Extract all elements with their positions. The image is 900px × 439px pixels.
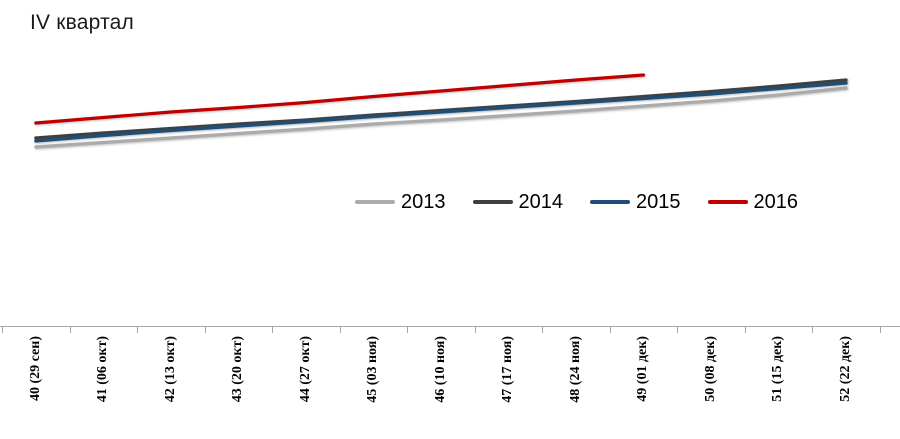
- legend-swatch-2015: [590, 200, 630, 204]
- series-line-2014: [34, 78, 848, 140]
- series-line-2013: [34, 86, 848, 149]
- x-axis-tick: [474, 326, 476, 333]
- legend-swatch-2013: [355, 200, 395, 204]
- x-axis-label-col: 46 (10 ноя): [407, 336, 475, 436]
- x-axis-label: 40 (29 сен): [27, 336, 43, 401]
- x-axis-tick: [812, 326, 814, 333]
- legend-label: 2016: [753, 190, 799, 213]
- x-axis-label-col: 43 (20 окт): [205, 336, 273, 436]
- x-axis-label-col: 47 (17 ноя): [475, 336, 543, 436]
- legend-item-2015[interactable]: 2015: [590, 191, 681, 214]
- line-chart-svg: [34, 73, 848, 149]
- x-axis-line: [0, 326, 900, 327]
- legend-item-2016[interactable]: 2016: [707, 190, 799, 214]
- x-axis-label: 51 (15 дек): [770, 336, 786, 402]
- x-axis-label: 52 (22 дек): [837, 336, 853, 402]
- legend-item-2014[interactable]: 2014: [472, 190, 564, 214]
- series-line-2015: [34, 81, 848, 143]
- x-axis-label-col: 50 (08 дек): [677, 336, 745, 436]
- x-axis-label-col: 40 (29 сен): [2, 336, 70, 436]
- legend-item-2013[interactable]: 2013: [355, 191, 446, 214]
- x-axis-label-col: 42 (13 окт): [137, 336, 205, 436]
- x-axis-label: 43 (20 окт): [230, 336, 246, 403]
- legend-swatch-2014: [472, 200, 513, 204]
- legend-label: 2015: [636, 190, 681, 213]
- x-axis-label-col: 45 (03 ноя): [340, 336, 408, 436]
- x-axis-label: 45 (03 ноя): [365, 336, 381, 403]
- x-axis-tick: [542, 326, 544, 333]
- legend-label: 2013: [401, 190, 446, 213]
- x-axis-tick: [609, 326, 611, 333]
- x-axis-label-col: 49 (01 дек): [610, 336, 678, 436]
- x-axis-tick: [677, 326, 679, 333]
- x-axis-tick: [69, 326, 71, 333]
- x-axis-label: 49 (01 дек): [635, 336, 651, 402]
- x-axis-label: 41 (06 окт): [95, 336, 111, 403]
- x-axis-label: 50 (08 дек): [702, 336, 718, 402]
- x-axis-tick: [2, 326, 3, 333]
- x-axis-label: 47 (17 ноя): [500, 336, 516, 403]
- x-axis-tick: [744, 326, 746, 333]
- chart-legend: 2013 2014 2015 2016: [355, 189, 798, 215]
- chart-title: IV квартал: [30, 11, 134, 34]
- x-axis-label-col: 52 (22 дек): [812, 336, 880, 436]
- x-axis-label: 44 (27 окт): [297, 336, 313, 403]
- legend-label: 2014: [518, 190, 564, 213]
- x-axis-label: 48 (24 ноя): [567, 336, 583, 403]
- x-axis-labels: 40 (29 сен) 41 (06 окт) 42 (13 окт) 43 (20 …: [2, 336, 882, 436]
- series-line-2016: [34, 73, 646, 125]
- x-axis-tick: [272, 326, 274, 333]
- x-axis-tick: [339, 326, 341, 333]
- x-axis-label-col: 41 (06 окт): [70, 336, 138, 436]
- legend-swatch-2016: [707, 200, 748, 204]
- x-axis-tick: [879, 326, 881, 333]
- x-axis-label-col: 48 (24 ноя): [542, 336, 610, 436]
- x-axis-tick: [204, 326, 206, 333]
- x-axis-label-col: 44 (27 окт): [272, 336, 340, 436]
- x-axis-label: 46 (10 ноя): [432, 336, 448, 403]
- x-axis-label: 42 (13 окт): [162, 336, 178, 403]
- x-axis-tick: [137, 326, 139, 333]
- x-axis-tick: [407, 326, 409, 333]
- x-axis-label-col: 51 (15 дек): [745, 336, 813, 436]
